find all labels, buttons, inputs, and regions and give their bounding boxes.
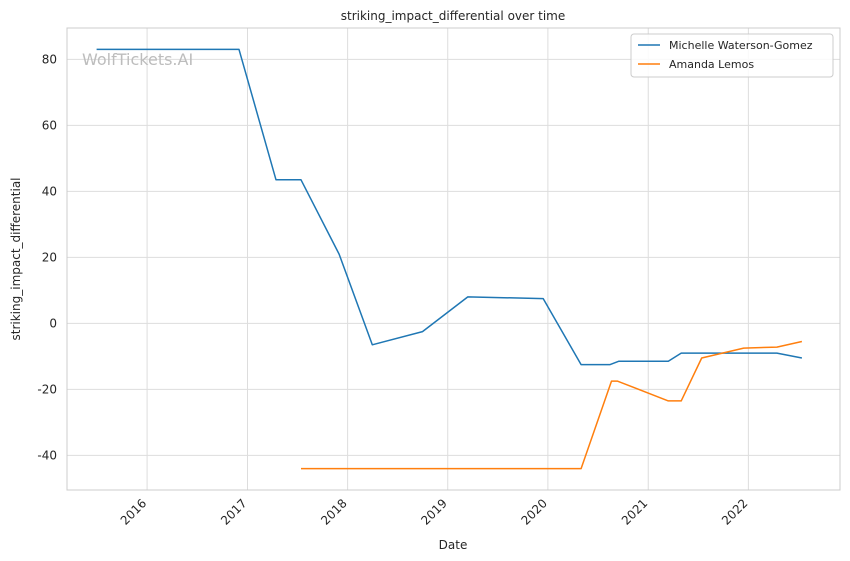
y-axis-label: striking_impact_differential <box>9 177 23 340</box>
chart-title: striking_impact_differential over time <box>341 9 566 23</box>
y-tick-label: 80 <box>42 52 57 66</box>
x-tick-label: 2021 <box>619 496 650 527</box>
series-line-0 <box>96 48 803 366</box>
grid <box>67 28 840 490</box>
series-line-1 <box>301 340 803 470</box>
x-tick-label: 2018 <box>318 496 349 527</box>
y-tick-label: 0 <box>49 316 57 330</box>
y-tick-label: 40 <box>42 184 57 198</box>
series-layer <box>96 48 803 470</box>
watermark: WolfTickets.AI <box>82 50 193 69</box>
legend-box <box>630 33 834 78</box>
x-tick-label: 2016 <box>118 496 149 527</box>
y-tick-label: -20 <box>37 382 57 396</box>
x-tick-label: 2022 <box>719 496 750 527</box>
x-axis-label: Date <box>439 538 468 552</box>
plot-area <box>67 28 840 490</box>
x-tick-label: 2019 <box>418 496 449 527</box>
legend-label-series-1: Amanda Lemos <box>669 58 754 71</box>
y-tick-label: 20 <box>42 250 57 264</box>
y-tick-label: 60 <box>42 118 57 132</box>
x-tick-label: 2017 <box>218 496 249 527</box>
y-tick-label: -40 <box>37 448 57 462</box>
legend: Michelle Waterson-Gomez Amanda Lemos <box>630 33 834 78</box>
plot-frame <box>66 27 841 491</box>
x-tick-label: 2020 <box>518 496 549 527</box>
legend-label-series-0: Michelle Waterson-Gomez <box>669 39 813 52</box>
